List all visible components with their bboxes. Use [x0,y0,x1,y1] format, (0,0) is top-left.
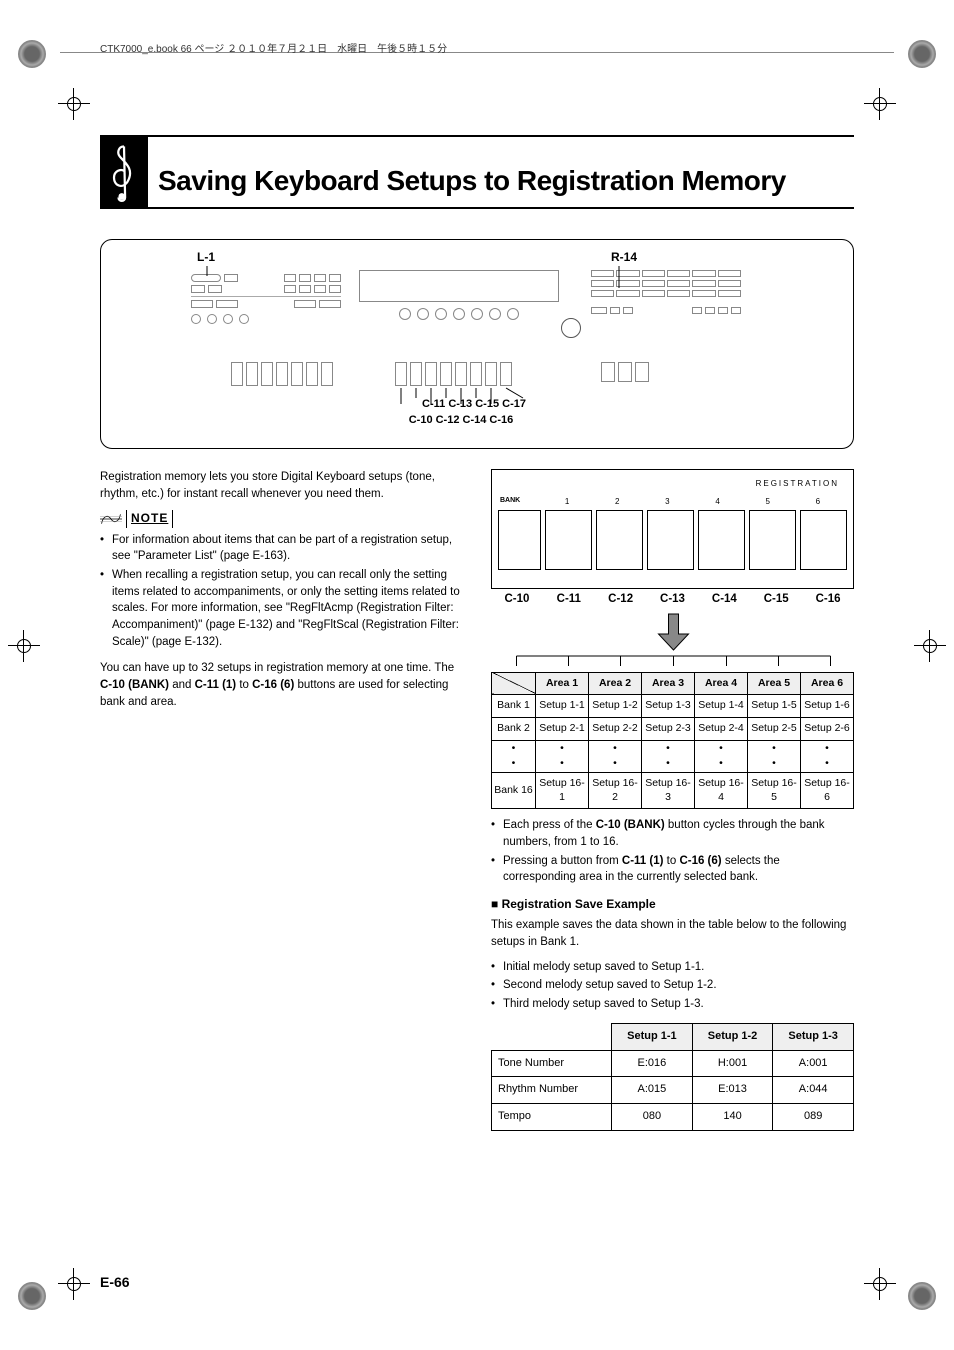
crop-mark [908,1282,936,1310]
table-row: Bank 16 Setup 16-1Setup 16-2 Setup 16-3S… [492,772,854,808]
note-icon [100,512,122,526]
register-mark [58,88,90,120]
note-header: NOTE [100,510,463,527]
doc-meta: CTK7000_e.book 66 ページ ２０１０年７月２１日 水曜日 午後５… [100,40,854,55]
dial [561,318,581,338]
example-intro: This example saves the data shown in the… [491,917,854,950]
callout-L1: L-1 [197,250,215,264]
table-row: Tone Number E:016 H:001 A:001 [492,1050,854,1077]
callout-row2: C-10 C-12 C-14 C-16 [371,414,551,426]
bullet-item: Third melody setup saved to Setup 1-3. [491,996,854,1013]
note-item: When recalling a registration setup, you… [100,567,463,650]
intro-paragraph: Registration memory lets you store Digit… [100,469,463,502]
treble-clef-icon [100,137,148,207]
callout-row1: C-11 C-13 C-15 C-17 [389,398,559,410]
crop-mark [18,40,46,68]
table-row: Rhythm Number A:015 E:013 A:044 [492,1077,854,1104]
example-bullets: Initial melody setup saved to Setup 1-1.… [491,959,854,1013]
register-mark [914,630,946,662]
table-row: Bank 2 Setup 2-1Setup 2-2 Setup 2-3Setup… [492,717,854,740]
page-number: E-66 [100,1274,130,1290]
registration-buttons [498,510,847,570]
bullet-item: Second melody setup saved to Setup 1-2. [491,977,854,994]
c-labels-row: C-10C-11C-12 C-13C-14C-15 C-16 [491,591,854,608]
after-table-bullets: Each press of the C-10 (BANK) button cyc… [491,817,854,886]
arrow-diagram [491,612,854,668]
bullet-item: Each press of the C-10 (BANK) button cyc… [491,817,854,850]
keyboard-panel-diagram: L-1 R-14 [100,239,854,449]
right-column: REGISTRATION BANK 123 456 C-10C-11C-12 C… [491,469,854,1131]
crop-mark [908,40,936,68]
example-table: Setup 1-1 Setup 1-2 Setup 1-3 Tone Numbe… [491,1023,854,1132]
register-mark [864,1268,896,1300]
table-row: Tempo 080 140 089 [492,1104,854,1131]
example-heading: Registration Save Example [491,896,854,913]
chapter-title-bar: Saving Keyboard Setups to Registration M… [100,135,854,209]
bullet-item: Initial melody setup saved to Setup 1-1. [491,959,854,976]
bank-label: BANK [500,496,520,506]
registration-title: REGISTRATION [756,478,839,490]
bank-paragraph: You can have up to 32 setups in registra… [100,660,463,710]
register-mark [58,1268,90,1300]
registration-diagram: REGISTRATION BANK 123 456 [491,469,854,589]
crop-mark [18,1282,46,1310]
register-mark [8,630,40,662]
callout-R14: R-14 [611,250,637,264]
bullet-item: Pressing a button from C-11 (1) to C-16 … [491,853,854,886]
note-item: For information about items that can be … [100,532,463,565]
note-label: NOTE [126,510,173,527]
left-column: Registration memory lets you store Digit… [100,469,463,1131]
chapter-title: Saving Keyboard Setups to Registration M… [158,167,786,207]
table-row: Bank 1 Setup 1-1Setup 1-2 Setup 1-3Setup… [492,695,854,718]
setup-table: Area 1Area 2 Area 3Area 4 Area 5Area 6 B… [491,672,854,809]
registration-numbers: 123 456 [542,496,843,508]
note-list: For information about items that can be … [100,532,463,651]
register-mark [864,88,896,120]
